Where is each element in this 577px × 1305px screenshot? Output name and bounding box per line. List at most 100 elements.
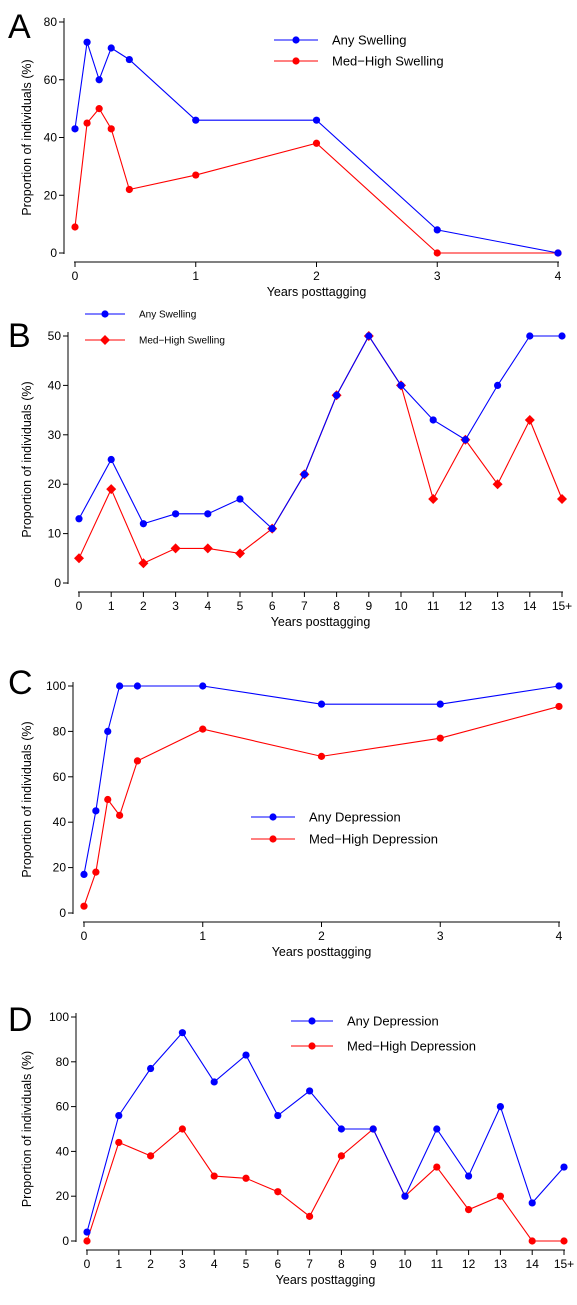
x-tick-label: 4 <box>555 269 562 283</box>
x-axis-title: Years posttagging <box>267 285 367 299</box>
data-point <box>92 868 100 876</box>
data-point <box>107 455 115 464</box>
data-point <box>465 1172 473 1180</box>
data-point <box>528 1199 536 1207</box>
x-tick-label: 6 <box>269 599 276 613</box>
x-tick-label: 4 <box>204 599 211 613</box>
data-point <box>147 1152 155 1160</box>
x-tick-label: 5 <box>243 1257 250 1271</box>
x-tick-label: 0 <box>84 1257 91 1271</box>
x-tick-label: 7 <box>301 599 308 613</box>
data-point <box>554 249 562 257</box>
data-point <box>133 757 142 765</box>
data-point <box>465 1206 473 1214</box>
y-axis-title: Proportion of individuals (%) <box>20 59 34 215</box>
x-tick-label: 3 <box>437 929 444 943</box>
data-point <box>312 139 321 147</box>
y-tick-label: 60 <box>56 1100 70 1114</box>
data-point <box>178 1125 186 1133</box>
y-tick-label: 20 <box>48 477 62 491</box>
panel-letter: C <box>8 664 33 702</box>
legend-marker <box>292 57 300 65</box>
data-point <box>192 116 200 124</box>
data-point <box>312 116 321 124</box>
data-point <box>436 734 444 742</box>
data-point <box>71 125 79 133</box>
data-point <box>202 543 213 554</box>
x-tick-label: 0 <box>81 929 88 943</box>
data-point <box>199 725 207 733</box>
panel-c: C 0 20 40 60 80 100 0 1 2 3 4 Years posttagging Propo… <box>8 664 563 959</box>
y-tick-label: 0 <box>50 246 57 260</box>
y-tick-label: 80 <box>53 724 67 738</box>
x-axis-title: Years posttagging <box>272 945 372 959</box>
x-tick-label: 11 <box>431 1257 444 1271</box>
data-point <box>428 494 439 505</box>
data-point <box>147 1064 155 1073</box>
data-point <box>560 1163 568 1171</box>
legend-label: Any Depression <box>347 1014 439 1029</box>
data-point <box>557 494 567 505</box>
data-point <box>268 525 276 533</box>
x-tick-label: 4 <box>211 1257 218 1271</box>
series-1 <box>80 702 563 910</box>
data-point <box>80 902 88 910</box>
x-tick-label: 1 <box>108 599 115 613</box>
data-point <box>461 436 469 444</box>
x-tick-label: 12 <box>459 599 473 613</box>
legend-label: Med−High Depression <box>347 1039 476 1054</box>
legend-label: Med−High Swelling <box>332 54 444 69</box>
data-point <box>433 1163 441 1171</box>
data-point <box>558 332 566 340</box>
panel-letter: B <box>8 317 31 355</box>
legend: Any Depression Med−High Depression <box>291 1014 476 1054</box>
x-tick-label: 10 <box>394 599 408 613</box>
data-point <box>71 223 79 231</box>
legend-marker <box>100 335 110 345</box>
data-point <box>83 38 91 46</box>
panel-letter: A <box>8 8 31 46</box>
x-tick-label: 11 <box>427 599 440 613</box>
y-tick-label: 80 <box>44 15 58 29</box>
y-tick-label: 20 <box>53 861 67 875</box>
series-1 <box>71 105 562 257</box>
series-0 <box>71 38 562 257</box>
data-point <box>125 55 133 64</box>
data-point <box>83 1237 91 1245</box>
data-point <box>555 682 563 690</box>
series-1 <box>74 331 567 569</box>
y-tick-label: 50 <box>48 329 62 343</box>
x-tick-label: 0 <box>72 269 79 283</box>
y-axis-title: Proportion of individuals (%) <box>20 1051 34 1207</box>
series-0 <box>75 332 566 533</box>
legend-marker <box>292 36 300 44</box>
y-tick-label: 20 <box>44 188 58 202</box>
data-point <box>115 1111 123 1120</box>
x-tick-label: 3 <box>179 1257 186 1271</box>
data-point <box>369 1125 377 1133</box>
data-point <box>95 76 103 84</box>
x-tick-label: 7 <box>306 1257 313 1271</box>
data-point <box>317 700 326 708</box>
x-tick-label: 13 <box>491 599 505 613</box>
legend: Any Swelling Med−High Swelling <box>274 33 444 69</box>
data-point <box>106 484 117 495</box>
x-tick-label: 8 <box>333 599 340 613</box>
x-tick-label: 9 <box>365 599 372 613</box>
y-tick-label: 0 <box>54 576 61 590</box>
legend-marker <box>308 1042 316 1050</box>
y-tick-label: 20 <box>56 1189 70 1203</box>
data-point <box>80 870 88 879</box>
data-point <box>104 727 112 736</box>
data-point <box>170 543 181 554</box>
y-tick-label: 40 <box>44 131 58 145</box>
x-tick-label: 12 <box>462 1257 476 1271</box>
data-point <box>204 510 212 518</box>
data-point <box>555 702 563 711</box>
data-point <box>429 416 437 424</box>
legend-marker <box>269 835 277 843</box>
series-1 <box>83 1125 568 1245</box>
data-point <box>306 1087 314 1095</box>
data-point <box>317 752 326 760</box>
